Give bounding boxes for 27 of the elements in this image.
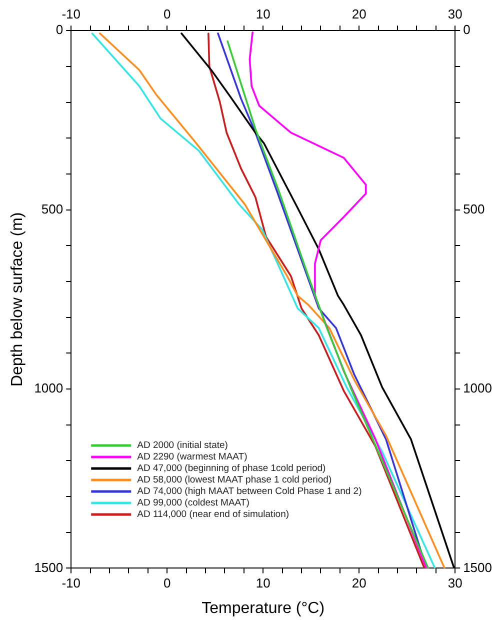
x-tick-label: 0: [163, 576, 171, 591]
y-axis-title: Depth below surface (m): [9, 212, 26, 387]
y2-tick-label: 1000: [463, 380, 492, 396]
x-tick-label: 20: [352, 576, 366, 591]
x-tick-label: 30: [448, 576, 462, 591]
legend-label: AD 58,000 (lowest MAAT phase 1 cold period): [137, 474, 332, 486]
y-tick-label: 1500: [34, 560, 64, 575]
legend-label: AD 114,000 (near end of simulation): [137, 509, 290, 520]
legend-label: AD 99,000 (coldest MAAT): [137, 498, 250, 509]
y-tick-label: 1000: [34, 380, 64, 396]
x2-tick-label: 20: [352, 6, 366, 22]
y2-tick-label: 0: [463, 22, 470, 38]
y-tick-label: 0: [56, 22, 64, 38]
x-tick-label: -10: [62, 576, 81, 591]
y-tick-label: 500: [41, 201, 64, 216]
x2-tick-label: 0: [163, 6, 171, 22]
x2-tick-label: 30: [448, 6, 462, 22]
x-tick-label: 10: [256, 576, 270, 591]
y2-tick-label: 1500: [463, 560, 492, 575]
legend-label: AD 2290 (warmest MAAT): [137, 452, 248, 463]
y2-tick-label: 500: [463, 201, 485, 216]
legend-label: AD 2000 (initial state): [137, 440, 228, 452]
x-axis-title: Temperature (°C): [202, 600, 325, 617]
x2-tick-label: -10: [62, 6, 81, 22]
x2-tick-label: 10: [256, 6, 270, 22]
legend-label: AD 47,000 (beginning of phase 1cold period): [137, 463, 326, 474]
legend-label: AD 74,000 (high MAAT between Cold Phase 1 and 2): [137, 486, 362, 498]
